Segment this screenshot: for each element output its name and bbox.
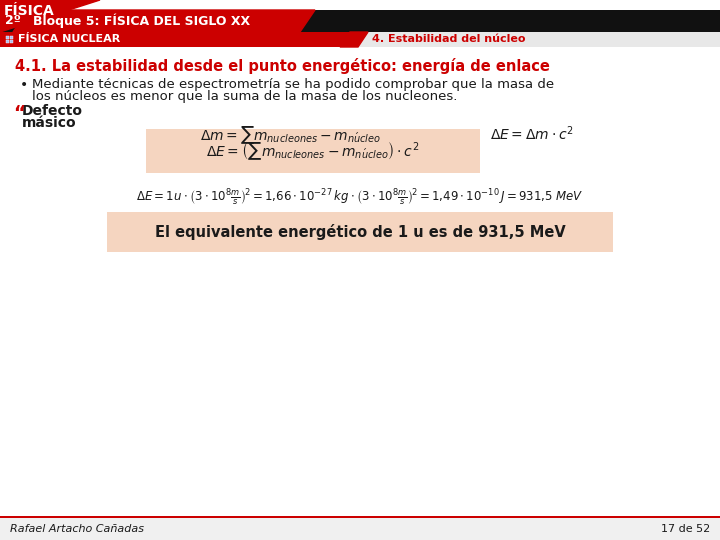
Text: “: “ [13, 104, 25, 122]
Text: FÍSICA: FÍSICA [4, 4, 55, 18]
Bar [10, 36, 13, 39]
Text: •: • [20, 78, 28, 92]
Text: El equivalente energético de 1 u es de 931,5 MeV: El equivalente energético de 1 u es de 9… [155, 224, 565, 240]
FancyBboxPatch shape [146, 129, 480, 173]
Text: $\Delta E = \left(\sum m_{nucleones} - m_{n\acute{u}cleo}\right) \cdot c^2$: $\Delta E = \left(\sum m_{nucleones} - m… [207, 140, 420, 162]
Text: 17 de 52: 17 de 52 [661, 523, 710, 534]
Polygon shape [340, 32, 368, 47]
Bar [6, 36, 9, 39]
Text: $\Delta E = 1u \cdot \left(3 \cdot 10^8 \frac{m}{s}\right)^{\!2}= 1{,}66 \cdot 1: $\Delta E = 1u \cdot \left(3 \cdot 10^8 … [136, 187, 584, 207]
Polygon shape [0, 0, 100, 32]
Bar [6, 40, 9, 43]
FancyBboxPatch shape [0, 10, 720, 32]
FancyBboxPatch shape [107, 212, 613, 252]
Text: Bloque 5: FÍSICA DEL SIGLO XX: Bloque 5: FÍSICA DEL SIGLO XX [33, 14, 250, 28]
Text: $\Delta m = \sum m_{nucleones} - m_{n\acute{u}cleo}$: $\Delta m = \sum m_{nucleones} - m_{n\ac… [200, 124, 381, 146]
Text: 4.1. La estabilidad desde el punto energético: energía de enlace: 4.1. La estabilidad desde el punto energ… [15, 58, 550, 74]
Text: Defecto: Defecto [22, 104, 83, 118]
Text: másico: másico [22, 116, 76, 130]
FancyBboxPatch shape [355, 32, 720, 47]
Polygon shape [13, 10, 315, 32]
Text: FÍSICA NUCLEAR: FÍSICA NUCLEAR [18, 35, 120, 44]
Text: Rafael Artacho Cañadas: Rafael Artacho Cañadas [10, 523, 144, 534]
FancyBboxPatch shape [0, 517, 720, 540]
FancyBboxPatch shape [0, 32, 720, 47]
Bar [10, 40, 13, 43]
FancyBboxPatch shape [0, 516, 720, 518]
Text: $\Delta E = \Delta m \cdot c^2$: $\Delta E = \Delta m \cdot c^2$ [490, 124, 574, 143]
Text: Mediante técnicas de espectrometría se ha podido comprobar que la masa de: Mediante técnicas de espectrometría se h… [32, 78, 554, 91]
Text: 4. Estabilidad del núcleo: 4. Estabilidad del núcleo [372, 35, 526, 44]
Text: los núcleos es menor que la suma de la masa de los nucleones.: los núcleos es menor que la suma de la m… [32, 90, 457, 103]
Text: 2º: 2º [5, 15, 21, 28]
